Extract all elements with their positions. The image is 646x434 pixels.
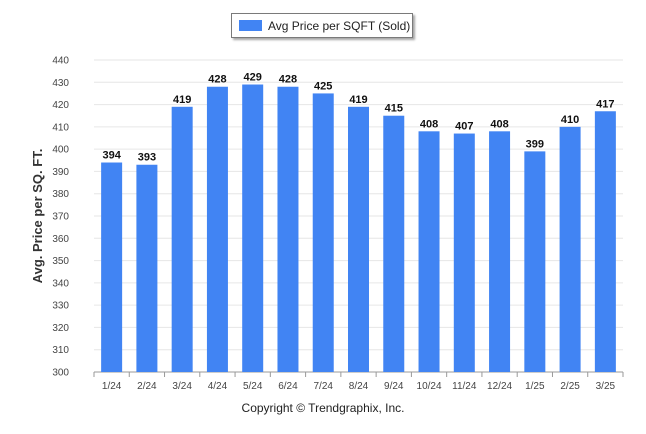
copyright-text: Copyright © Trendgraphix, Inc. — [241, 401, 405, 415]
data-label: 407 — [455, 121, 473, 133]
data-label: 408 — [420, 118, 438, 130]
bar-7-24 — [312, 93, 334, 372]
data-label: 417 — [596, 98, 614, 110]
bar-2-25 — [559, 126, 581, 372]
y-axis-ticks: 300 310 320 330 340 350 360 370 380 390 400 410 420 4… — [52, 56, 69, 379]
bar-4-24 — [206, 86, 228, 372]
bar-1-24 — [101, 162, 123, 372]
y-tick-label: 420 — [52, 100, 69, 111]
bar-9-24 — [383, 115, 405, 372]
data-label: 415 — [385, 103, 403, 115]
y-tick-label: 390 — [52, 167, 69, 178]
legend: Avg Price per SQFT (Sold) — [231, 13, 413, 38]
x-tick-label: 9/24 — [384, 381, 404, 392]
x-tick-label: 10/24 — [417, 381, 442, 392]
bar-11-24 — [453, 133, 475, 372]
y-tick-label: 360 — [52, 234, 69, 245]
y-tick-label: 410 — [52, 122, 69, 133]
bar-5-24 — [242, 84, 264, 372]
bar-10-24 — [418, 131, 440, 372]
x-tick-label: 5/24 — [243, 381, 263, 392]
bar-8-24 — [348, 106, 369, 373]
x-tick-label: 6/24 — [278, 381, 298, 392]
legend-label: Avg Price per SQFT (Sold) — [268, 18, 411, 33]
y-tick-label: 350 — [52, 256, 69, 267]
data-label: 393 — [138, 152, 156, 164]
x-tick-label: 11/24 — [452, 381, 477, 392]
data-label: 399 — [526, 138, 544, 150]
data-label: 428 — [208, 74, 226, 86]
data-label: 428 — [279, 74, 297, 86]
y-tick-label: 430 — [52, 78, 69, 89]
data-label: 410 — [561, 114, 579, 126]
y-tick-label: 380 — [52, 189, 69, 200]
y-axis-label: Avg. Price per SQ. FT. — [30, 149, 45, 284]
data-label: 394 — [102, 150, 121, 162]
bar-12-24 — [489, 131, 511, 372]
x-tick-label: 2/24 — [137, 381, 157, 392]
y-tick-label: 400 — [52, 145, 69, 156]
y-tick-label: 300 — [52, 368, 69, 379]
bar-2-24 — [136, 164, 158, 372]
y-tick-label: 320 — [52, 323, 69, 334]
legend-swatch — [239, 20, 262, 31]
bar-6-24 — [277, 86, 299, 372]
bar-3-25 — [594, 111, 616, 372]
data-labels: 394 393 419 428 429 428 425 419 415 408 407 408 399 4… — [102, 72, 614, 164]
x-tick-label: 2/25 — [560, 381, 580, 392]
x-tick-label: 1/25 — [525, 381, 545, 392]
data-label: 408 — [490, 118, 508, 130]
x-tick-label: 3/24 — [172, 381, 192, 392]
x-axis-ticks: 1/24 2/24 3/24 4/24 5/24 6/24 7/24 8/24 9/24 10/2… — [93, 372, 624, 392]
data-label: 419 — [173, 94, 191, 106]
x-tick-label: 3/25 — [596, 381, 616, 392]
bar-3-24 — [171, 106, 193, 373]
x-tick-label: 7/24 — [313, 381, 333, 392]
x-tick-label: 1/24 — [102, 381, 122, 392]
y-tick-label: 330 — [52, 301, 69, 312]
x-tick-label: 8/24 — [349, 381, 369, 392]
y-tick-label: 440 — [52, 56, 69, 67]
data-label: 425 — [314, 80, 332, 92]
y-tick-label: 310 — [52, 345, 69, 356]
y-tick-label: 370 — [52, 212, 69, 223]
bar-1-25 — [524, 151, 546, 372]
data-label: 419 — [349, 94, 367, 106]
bars — [101, 84, 616, 373]
x-tick-label: 4/24 — [208, 381, 228, 392]
data-label: 429 — [244, 72, 262, 84]
y-tick-label: 340 — [52, 278, 69, 289]
x-tick-label: 12/24 — [487, 381, 512, 392]
